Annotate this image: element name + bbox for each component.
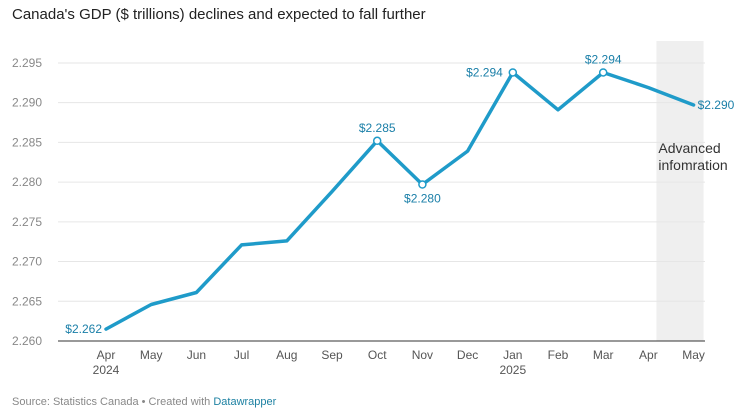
- x-tick-label: May: [140, 348, 163, 362]
- data-label: $2.290: [698, 98, 735, 112]
- data-labels: $2.262 $2.285 $2.280 $2.294 $2.294 $2.290: [65, 52, 734, 336]
- y-tick-label: 2.285: [12, 135, 42, 149]
- x-tick-label: Oct: [368, 348, 387, 362]
- x-tick-label: Sep: [321, 348, 343, 362]
- x-tick-label: Dec: [457, 348, 478, 362]
- gdp-series-line: [104, 70, 696, 331]
- data-label: $2.294: [466, 65, 503, 79]
- x-tick-label: Jul: [234, 348, 249, 362]
- data-point-marker: [372, 136, 382, 146]
- chart-footer: Source: Statistics Canada • Created with…: [12, 396, 276, 408]
- gridlines: [58, 62, 705, 342]
- advanced-information-label: Advanced: [658, 140, 720, 156]
- y-axis-ticks: 2.260 2.265 2.270 2.275 2.280 2.285 2.290 2.295: [12, 56, 42, 348]
- data-point-marker: [418, 180, 427, 189]
- x-tick-label: Apr: [97, 348, 116, 362]
- x-tick-label: Feb: [548, 348, 569, 362]
- data-label: $2.285: [359, 121, 396, 135]
- x-tick-label: Aug: [276, 348, 297, 362]
- x-tick-label: May: [682, 348, 705, 362]
- y-tick-label: 2.265: [12, 294, 42, 308]
- data-point-marker: [508, 68, 518, 77]
- data-label: $2.294: [585, 52, 622, 66]
- x-tick-year-label: 2024: [93, 363, 120, 377]
- y-tick-label: 2.270: [12, 255, 42, 269]
- y-tick-label: 2.260: [12, 334, 42, 348]
- y-tick-label: 2.290: [12, 96, 42, 110]
- advanced-information-label: infomration: [658, 157, 727, 173]
- y-tick-label: 2.280: [12, 175, 42, 189]
- x-tick-label: Jun: [187, 348, 206, 362]
- x-tick-label: Apr: [639, 348, 658, 362]
- x-tick-label: Mar: [593, 348, 614, 362]
- x-tick-label: Nov: [412, 348, 433, 362]
- source-text: Source: Statistics Canada • Created with: [12, 396, 214, 408]
- chart-title: Canada's GDP ($ trillions) declines and …: [12, 6, 426, 23]
- data-point-marker: [598, 68, 608, 77]
- x-tick-label: Jan: [503, 348, 522, 362]
- y-tick-label: 2.275: [12, 215, 42, 229]
- data-label: $2.262: [65, 322, 102, 336]
- series-layer: [104, 70, 696, 331]
- y-tick-label: 2.295: [12, 56, 42, 70]
- datawrapper-link[interactable]: Datawrapper: [213, 396, 277, 408]
- x-tick-year-label: 2025: [499, 363, 526, 377]
- data-label: $2.280: [404, 191, 441, 205]
- shaded-region: [656, 41, 704, 341]
- shaded-region-layer: [656, 41, 704, 341]
